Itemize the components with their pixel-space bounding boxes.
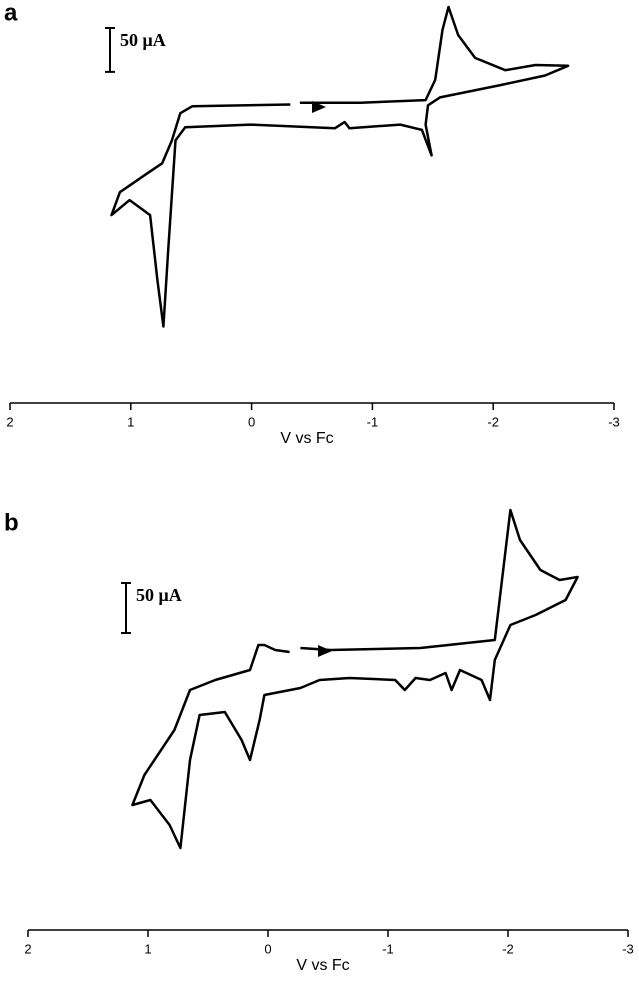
scale-bar	[121, 582, 131, 634]
x-tick-label: 1	[127, 414, 134, 429]
x-tick-label: -2	[487, 414, 499, 429]
x-tick-label: 1	[144, 941, 151, 956]
direction-arrow	[312, 101, 326, 113]
scale-bar	[105, 27, 115, 73]
panel-label: a	[4, 0, 18, 26]
cv-curve	[110, 5, 570, 328]
x-axis-label: V vs Fc	[280, 430, 333, 447]
direction-arrow	[318, 645, 332, 657]
x-tick-label: -2	[502, 941, 514, 956]
x-tick-label: -3	[608, 414, 620, 429]
scale-bar-label: 50 μA	[136, 585, 182, 605]
panel-label: b	[4, 509, 19, 536]
x-tick-label: -3	[622, 941, 634, 956]
scale-bar-label: 50 μA	[120, 30, 166, 50]
x-tick-label: -1	[367, 414, 379, 429]
x-tick-label: 2	[6, 414, 13, 429]
x-tick-label: -1	[382, 941, 394, 956]
x-tick-label: 0	[264, 941, 271, 956]
x-tick-label: 2	[24, 941, 31, 956]
cv-curve	[131, 508, 579, 850]
x-axis-label: V vs Fc	[296, 957, 349, 974]
x-tick-label: 0	[248, 414, 255, 429]
